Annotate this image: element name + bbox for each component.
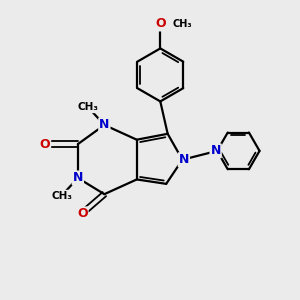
Text: N: N <box>99 118 110 131</box>
Text: N: N <box>73 172 83 184</box>
Text: CH₃: CH₃ <box>173 19 192 29</box>
Text: O: O <box>77 207 88 220</box>
Text: N: N <box>179 153 189 166</box>
Text: O: O <box>40 138 50 151</box>
Text: O: O <box>155 17 166 31</box>
Text: N: N <box>211 144 221 158</box>
Text: CH₃: CH₃ <box>51 190 72 201</box>
Text: CH₃: CH₃ <box>78 102 99 112</box>
